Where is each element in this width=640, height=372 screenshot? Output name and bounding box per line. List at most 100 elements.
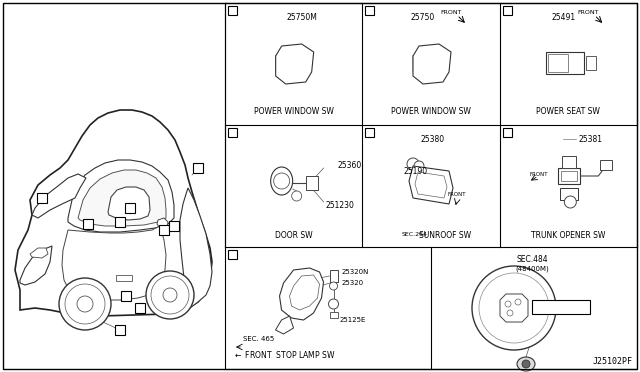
Bar (115, 325, 125, 335)
Circle shape (414, 161, 424, 171)
Text: B: B (124, 293, 129, 299)
Circle shape (146, 271, 194, 319)
Bar (561, 171, 577, 181)
Bar (125, 203, 135, 213)
Text: J25102PF: J25102PF (593, 356, 633, 366)
Polygon shape (157, 218, 168, 228)
Bar (115, 217, 125, 227)
Text: 251230: 251230 (326, 202, 355, 211)
Circle shape (472, 266, 556, 350)
Circle shape (505, 301, 511, 307)
Text: SUNROOF SW: SUNROOF SW (419, 231, 471, 240)
Bar (159, 225, 169, 235)
Polygon shape (409, 166, 453, 204)
Text: G: G (229, 250, 236, 259)
Text: A: A (230, 6, 236, 15)
Polygon shape (20, 246, 52, 285)
Text: 25320: 25320 (342, 280, 364, 286)
Text: 25320N: 25320N (342, 269, 369, 275)
Bar (547, 52, 584, 74)
Ellipse shape (271, 167, 292, 195)
Bar (330, 270, 337, 282)
Text: 25381: 25381 (579, 135, 602, 144)
Circle shape (59, 278, 111, 330)
Text: A: A (39, 195, 45, 201)
Circle shape (330, 282, 337, 290)
Text: C: C (504, 6, 510, 15)
Bar (135, 303, 145, 313)
Text: 25750M: 25750M (286, 13, 317, 22)
Circle shape (479, 273, 549, 343)
Text: E: E (127, 205, 132, 211)
Bar (193, 163, 203, 173)
Bar (116, 275, 132, 281)
Polygon shape (180, 188, 212, 308)
Text: 25380: 25380 (421, 135, 445, 144)
Polygon shape (413, 44, 451, 84)
Circle shape (564, 196, 577, 208)
Polygon shape (276, 44, 314, 84)
Circle shape (292, 191, 301, 201)
Bar (502, 128, 511, 137)
Circle shape (328, 299, 339, 309)
Bar (228, 128, 237, 137)
Text: FRONT: FRONT (448, 192, 467, 196)
Polygon shape (30, 248, 48, 258)
Bar (121, 291, 131, 301)
Text: DOOR SW: DOOR SW (275, 231, 312, 240)
Bar (365, 128, 374, 137)
Bar (365, 6, 374, 15)
Text: D: D (85, 221, 91, 227)
Polygon shape (68, 160, 174, 232)
Polygon shape (289, 275, 319, 310)
Text: SEC.264: SEC.264 (402, 232, 428, 237)
Text: POWER WINDOW SW: POWER WINDOW SW (253, 106, 333, 115)
Text: D: D (161, 227, 167, 233)
Circle shape (407, 158, 419, 170)
Circle shape (522, 360, 530, 368)
Text: D: D (117, 219, 123, 225)
Text: FRONT: FRONT (577, 10, 599, 16)
Polygon shape (78, 170, 166, 226)
Text: D: D (229, 128, 236, 137)
Text: 25190: 25190 (403, 167, 427, 176)
Circle shape (151, 276, 189, 314)
Text: (48400M): (48400M) (515, 266, 549, 272)
Text: 25360: 25360 (338, 161, 362, 170)
Bar (306, 176, 317, 190)
Text: NOT FOR SALE: NOT FOR SALE (533, 302, 589, 311)
Bar (228, 250, 237, 259)
Text: 25491: 25491 (551, 13, 575, 22)
Bar (532, 300, 590, 314)
Bar (330, 312, 337, 318)
Polygon shape (415, 172, 447, 198)
Text: POWER WINDOW SW: POWER WINDOW SW (391, 106, 471, 115)
Bar (502, 6, 511, 15)
Polygon shape (275, 316, 294, 334)
Text: FRONT: FRONT (440, 10, 461, 16)
Text: B: B (367, 6, 372, 15)
Polygon shape (62, 226, 166, 300)
Text: D: D (171, 223, 177, 229)
Bar (600, 160, 612, 170)
Bar (37, 193, 47, 203)
Text: TRUNK OPENER SW: TRUNK OPENER SW (531, 231, 605, 240)
Polygon shape (15, 110, 212, 316)
Text: FRONT: FRONT (529, 171, 548, 176)
Text: SEC.484: SEC.484 (516, 254, 548, 263)
Text: 25125E: 25125E (339, 317, 366, 323)
Circle shape (65, 284, 105, 324)
Text: C: C (138, 305, 143, 311)
Bar (558, 168, 580, 184)
Circle shape (274, 173, 290, 189)
Text: G: G (117, 327, 123, 333)
Text: SEC. 465: SEC. 465 (243, 336, 275, 342)
Circle shape (507, 310, 513, 316)
Circle shape (163, 288, 177, 302)
Text: 25750: 25750 (411, 13, 435, 22)
Bar (548, 54, 568, 72)
Text: POWER SEAT SW: POWER SEAT SW (536, 106, 600, 115)
Text: $\leftarrow$ FRONT  STOP LAMP SW: $\leftarrow$ FRONT STOP LAMP SW (233, 350, 335, 360)
Ellipse shape (517, 357, 535, 371)
Text: F: F (504, 128, 510, 137)
